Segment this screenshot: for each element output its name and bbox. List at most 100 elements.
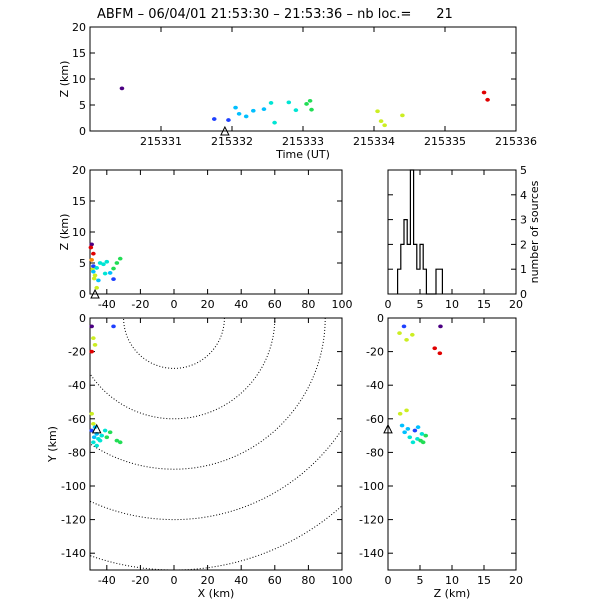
histogram-bars: [397, 169, 443, 295]
plan-view-point: [99, 433, 105, 438]
x-altitude-xtick-label: -20: [131, 298, 149, 311]
plan-view-xtick-label: 40: [234, 574, 248, 587]
altitude-y-xtick-label: 5: [417, 574, 424, 587]
altitude-y-ytick-label: -140: [359, 547, 384, 560]
x-altitude-point: [91, 251, 96, 256]
histogram-xtick-label: 20: [509, 298, 523, 311]
altitude-y-xtick-label: 15: [477, 574, 491, 587]
plan-view-ytick-label: -20: [68, 346, 86, 359]
plan-view-panel-frame: [89, 317, 343, 571]
plan-view-ytick-label: -100: [61, 480, 86, 493]
altitude-y-point: [404, 337, 409, 342]
altitude-y-ytick-label: -40: [366, 379, 384, 392]
x-altitude-xtick-label: 80: [301, 298, 315, 311]
plan-view-point: [91, 421, 96, 426]
z-axis-label: Z (km): [58, 214, 71, 251]
altitude-y-point: [412, 428, 418, 433]
x-altitude-point: [89, 242, 94, 247]
time-altitude-point: [309, 107, 314, 112]
range-ring: [90, 318, 326, 470]
plan-view-point: [89, 349, 94, 354]
time-altitude-point: [272, 120, 277, 125]
altitude-y-ytick-label: -120: [359, 514, 384, 527]
x-altitude-point: [117, 256, 123, 261]
altitude-y-ytick-label: -80: [366, 446, 384, 459]
x-altitude-point: [91, 264, 96, 268]
x-altitude-point: [101, 262, 106, 267]
time-altitude-point: [268, 101, 274, 105]
altitude-y-xtick-label: 10: [445, 574, 459, 587]
x-altitude-point: [107, 271, 113, 275]
x-altitude-ytick-label: 5: [79, 257, 86, 270]
altitude-y-point: [415, 425, 421, 430]
x-altitude-point: [94, 266, 100, 270]
histogram-ytick-label: 0: [520, 288, 527, 301]
time-altitude-point: [261, 107, 267, 112]
altitude-y-panel: 0 5 10 15 20 -140 -120 -100 -80 -60 -40 -20 0 Z (km): [359, 312, 523, 600]
plan-view-point: [102, 428, 108, 433]
plan-view-xtick-label: 100: [332, 574, 353, 587]
plan-view-point: [91, 336, 96, 341]
x-altitude-xtick-label: 60: [268, 298, 282, 311]
plan-view-point: [104, 435, 110, 440]
x-altitude-point: [114, 261, 120, 265]
time-altitude-point: [400, 113, 405, 118]
time-altitude-point: [481, 90, 487, 95]
plan-view-point: [89, 428, 94, 433]
time-altitude-point: [307, 98, 313, 103]
altitude-y-point: [405, 426, 411, 431]
histogram-ytick-label: 4: [520, 189, 527, 202]
plan-view-ytick-label: -140: [61, 547, 86, 560]
plan-view-point: [94, 443, 100, 448]
plan-view-ytick-label: -80: [68, 446, 86, 459]
plan-view-point: [114, 438, 120, 443]
histogram-ytick-label: 3: [520, 214, 527, 227]
x-altitude-xtick-label: 20: [201, 298, 215, 311]
time-altitude-xtick-label: 215336: [495, 135, 537, 148]
altitude-y-point: [420, 440, 426, 445]
altitude-y-point: [397, 331, 402, 336]
time-altitude-point: [304, 102, 309, 106]
time-altitude-point: [226, 118, 231, 122]
x-altitude-point: [94, 285, 100, 290]
altitude-y-point: [432, 346, 438, 351]
x-altitude-ytick-label: 20: [72, 164, 86, 177]
altitude-y-point: [410, 440, 416, 445]
x-altitude-xtick-label: -40: [98, 298, 116, 311]
x-altitude-point: [111, 266, 116, 271]
plan-view-point: [91, 435, 97, 440]
histogram-ytick-label: 5: [520, 164, 527, 177]
station-marker-triangle: [220, 125, 230, 136]
x-altitude-xtick-label: 0: [171, 298, 178, 311]
x-altitude-ytick-label: 0: [79, 288, 86, 301]
altitude-y-point: [401, 324, 407, 329]
z-axis-label: Z (km): [58, 61, 71, 98]
x-altitude-point: [104, 259, 110, 264]
time-altitude-xtick-label: 215334: [353, 135, 395, 148]
station-marker-triangle: [90, 288, 100, 299]
altitude-y-point: [437, 351, 443, 356]
altitude-y-xtick-label: 20: [509, 574, 523, 587]
altitude-y-ytick-label: -20: [366, 346, 384, 359]
x-altitude-point: [91, 276, 97, 281]
histogram-ytick-label: 2: [520, 238, 527, 251]
x-altitude-ytick-label: 10: [72, 226, 86, 239]
x-altitude-panel-frame: [89, 169, 343, 295]
plan-view-xtick-label: 0: [171, 574, 178, 587]
figure-title: ABFM – 06/04/01 21:53:30 – 21:53:36 – nb…: [97, 7, 453, 22]
time-altitude-point: [375, 109, 380, 114]
range-rings: [90, 318, 342, 570]
time-altitude-panel-frame: [89, 26, 517, 132]
plan-view-ytick-label: 0: [79, 312, 86, 325]
time-altitude-point: [286, 100, 292, 105]
x-altitude-point: [96, 278, 101, 283]
y-axis-label: Y (km): [46, 426, 59, 463]
plan-view-xtick-label: 20: [201, 574, 215, 587]
time-altitude-point: [293, 108, 299, 113]
plan-view-ytick-label: -40: [68, 379, 86, 392]
time-altitude-xtick-label: 215332: [211, 135, 253, 148]
x-altitude-point: [91, 269, 96, 274]
x-altitude-point: [102, 271, 108, 276]
